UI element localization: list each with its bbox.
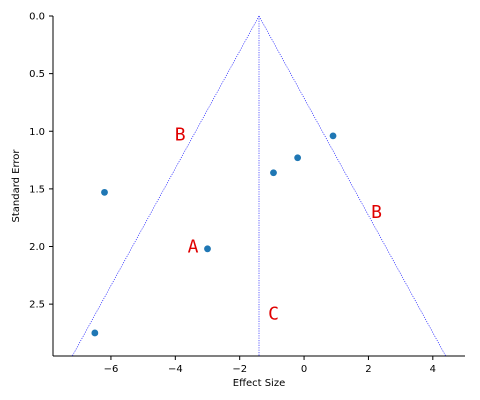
x-ticks: −6 −4 −2 0 2 4 xyxy=(104,356,436,375)
region-labels: B B A C xyxy=(175,125,382,325)
data-points xyxy=(91,132,337,337)
data-point xyxy=(329,132,337,140)
y-axis-title: Standard Error xyxy=(11,149,22,223)
y-tick-label: 1.0 xyxy=(29,127,45,138)
x-tick-label: 0 xyxy=(301,364,307,375)
region-label-b: B xyxy=(371,202,382,223)
x-axis-title: Effect Size xyxy=(233,378,286,389)
x-tick-label: −6 xyxy=(104,364,119,375)
x-tick-label: −4 xyxy=(168,364,183,375)
y-tick-label: 2.5 xyxy=(29,300,45,311)
y-tick-label: 1.5 xyxy=(29,184,45,195)
funnel-lines xyxy=(72,15,446,357)
x-tick-label: 4 xyxy=(430,364,436,375)
axes xyxy=(52,16,465,357)
y-tick-label: 2.0 xyxy=(29,242,45,253)
region-label-a: A xyxy=(188,237,199,258)
data-point xyxy=(91,329,99,337)
funnel-right-line xyxy=(258,15,446,357)
region-label-c: C xyxy=(268,303,279,324)
y-tick-label: 0.0 xyxy=(29,12,45,23)
data-point xyxy=(101,188,108,196)
y-tick-label: 0.5 xyxy=(29,69,45,80)
region-label-b: B xyxy=(175,125,186,146)
x-tick-label: −2 xyxy=(232,364,247,375)
data-point xyxy=(204,245,211,253)
data-point xyxy=(270,169,277,177)
data-point xyxy=(294,154,302,162)
x-tick-label: 2 xyxy=(365,364,371,375)
funnel-left-line xyxy=(72,15,260,357)
y-ticks: 0.0 0.5 1.0 1.5 2.0 2.5 xyxy=(29,12,53,311)
